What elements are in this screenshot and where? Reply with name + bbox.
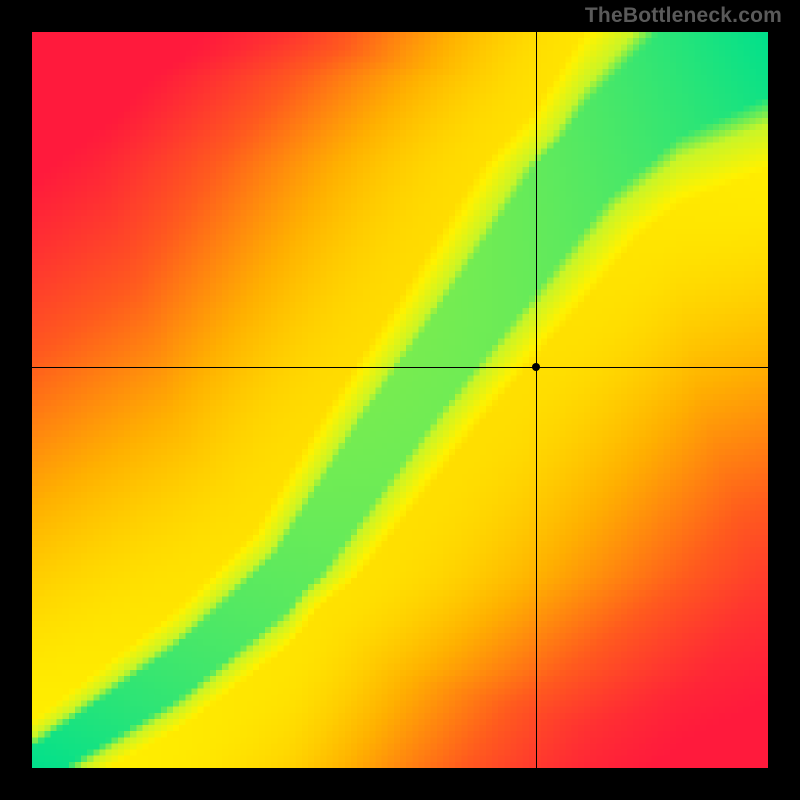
plot-area — [32, 32, 768, 768]
chart-container: TheBottleneck.com — [0, 0, 800, 800]
crosshair-marker — [532, 363, 540, 371]
attribution-text: TheBottleneck.com — [585, 4, 782, 28]
heatmap-canvas — [32, 32, 768, 768]
crosshair-horizontal — [32, 367, 768, 368]
crosshair-vertical — [536, 32, 537, 768]
